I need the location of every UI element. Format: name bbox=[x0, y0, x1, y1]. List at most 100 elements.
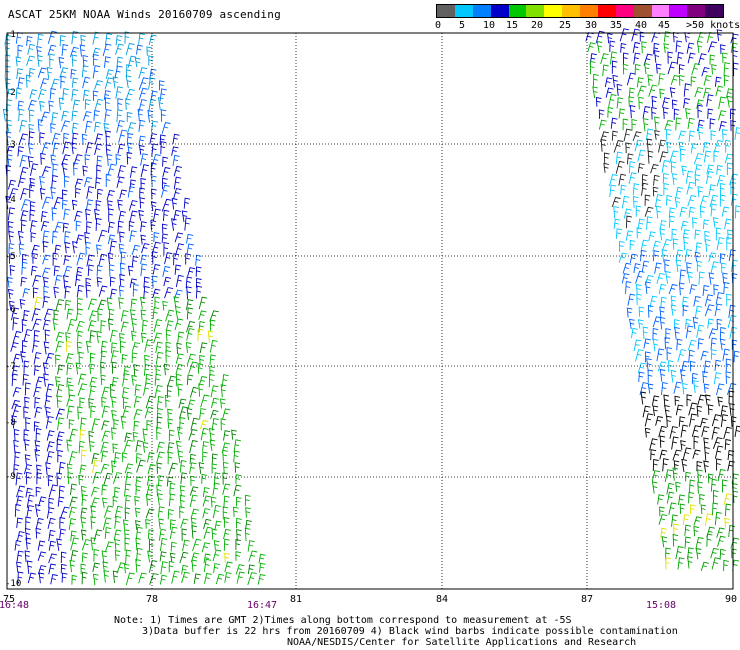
wind-barb bbox=[71, 88, 79, 101]
wind-barb bbox=[72, 99, 81, 110]
wind-barb bbox=[674, 326, 680, 340]
wind-barb bbox=[715, 292, 724, 305]
wind-barb bbox=[638, 371, 645, 383]
wind-barb bbox=[663, 43, 670, 54]
wind-barb bbox=[611, 130, 618, 141]
wind-barb bbox=[156, 484, 162, 497]
wind-barb bbox=[190, 552, 200, 563]
colorbar-swatch bbox=[597, 5, 616, 17]
wind-barb bbox=[223, 516, 230, 528]
wind-barb bbox=[208, 373, 215, 388]
wind-barb bbox=[722, 128, 728, 141]
wind-barb bbox=[715, 383, 725, 396]
wind-barb bbox=[59, 528, 66, 539]
wind-barb bbox=[15, 472, 23, 486]
wind-barb bbox=[38, 572, 45, 584]
wind-barb bbox=[133, 408, 143, 420]
wind-barb bbox=[168, 560, 175, 573]
wind-barb bbox=[199, 342, 208, 354]
wind-barb bbox=[635, 283, 642, 295]
wind-barb bbox=[145, 395, 155, 409]
wind-barb bbox=[726, 95, 733, 108]
wind-barb bbox=[701, 67, 710, 77]
wind-barb bbox=[34, 504, 41, 517]
wind-barb bbox=[659, 228, 666, 241]
wind-barb bbox=[223, 528, 231, 540]
wind-barb bbox=[123, 563, 130, 574]
wind-barb bbox=[708, 184, 716, 196]
wind-barb bbox=[45, 462, 51, 476]
wind-barb bbox=[202, 508, 211, 519]
wind-barb bbox=[653, 42, 660, 55]
wind-barb bbox=[644, 427, 651, 438]
wind-barb bbox=[134, 507, 141, 518]
wind-barb bbox=[635, 270, 645, 284]
wind-barb bbox=[679, 206, 688, 218]
wind-barb bbox=[705, 170, 714, 184]
wind-barb bbox=[709, 54, 716, 65]
wind-barb bbox=[15, 31, 23, 44]
wind-barb bbox=[201, 473, 208, 484]
wind-barb bbox=[46, 507, 55, 519]
wind-barb bbox=[95, 200, 102, 210]
wind-barb bbox=[165, 341, 172, 353]
wind-barb bbox=[21, 319, 28, 332]
wind-barb bbox=[247, 572, 257, 586]
wind-barb bbox=[82, 111, 92, 121]
wind-barb bbox=[203, 526, 213, 539]
wind-barb bbox=[710, 547, 719, 559]
wind-barb bbox=[48, 100, 54, 112]
wind-barb bbox=[135, 440, 143, 452]
wind-barb bbox=[603, 162, 609, 173]
colorbar-label: 0 bbox=[434, 20, 442, 31]
wind-barb bbox=[671, 99, 678, 110]
wind-barb bbox=[620, 43, 627, 53]
wind-barb bbox=[704, 304, 715, 317]
wind-barb bbox=[699, 493, 705, 505]
wind-barb bbox=[673, 460, 680, 471]
wind-barb bbox=[16, 68, 24, 80]
wind-barb bbox=[71, 77, 79, 88]
wind-barb bbox=[159, 88, 167, 102]
wind-barb bbox=[199, 354, 205, 366]
wind-barb bbox=[224, 552, 230, 563]
wind-barb bbox=[642, 118, 649, 132]
lat-label: -8 bbox=[5, 418, 16, 428]
wind-barb bbox=[658, 139, 666, 153]
wind-barb bbox=[641, 182, 649, 196]
wind-barb bbox=[726, 293, 732, 307]
wind-barb bbox=[8, 230, 14, 243]
wind-barb bbox=[81, 485, 87, 497]
wind-barb bbox=[703, 150, 712, 163]
wind-barb bbox=[64, 230, 71, 244]
wind-barb bbox=[12, 330, 22, 344]
wind-barb bbox=[106, 153, 113, 166]
wind-barb bbox=[719, 194, 726, 207]
wind-barb bbox=[733, 350, 740, 363]
wind-barb bbox=[644, 194, 651, 206]
wind-barb bbox=[26, 55, 35, 66]
wind-barb bbox=[17, 230, 24, 245]
wind-barb bbox=[14, 540, 22, 551]
wind-barb bbox=[247, 564, 255, 575]
wind-barb bbox=[118, 129, 128, 143]
wind-barb bbox=[32, 340, 40, 353]
wind-barb bbox=[51, 132, 61, 145]
wind-barb bbox=[151, 175, 157, 187]
wind-barb bbox=[123, 439, 133, 453]
wind-barb bbox=[730, 193, 739, 206]
wind-barb bbox=[185, 276, 193, 289]
wind-barb bbox=[70, 549, 78, 562]
wind-barb bbox=[27, 143, 34, 155]
wind-barb bbox=[159, 537, 168, 552]
colorbar-label: 45 bbox=[657, 20, 671, 31]
wind-barb bbox=[683, 83, 691, 97]
wind-barb bbox=[628, 96, 634, 108]
wind-barb bbox=[48, 529, 56, 542]
wind-barb bbox=[189, 439, 198, 454]
wind-barb bbox=[639, 382, 649, 396]
wind-barb bbox=[129, 179, 137, 190]
wind-barb bbox=[174, 264, 182, 275]
wind-barb bbox=[656, 348, 665, 362]
wind-barb bbox=[133, 396, 142, 408]
